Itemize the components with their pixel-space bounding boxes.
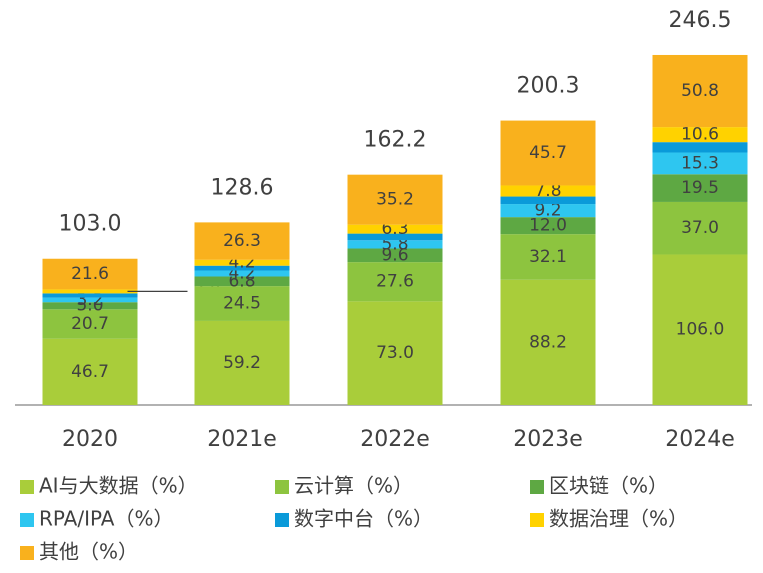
bar-segment xyxy=(42,258,138,290)
value-label: 9.6 xyxy=(381,245,408,265)
value-label: 19.5 xyxy=(681,178,719,198)
legend-swatch xyxy=(20,546,34,560)
x-tick-label: 2020 xyxy=(62,427,118,452)
bar-segment xyxy=(42,309,138,339)
bar-segment xyxy=(347,240,443,249)
total-label: 162.2 xyxy=(364,128,427,153)
legend-label: 其他（%） xyxy=(39,540,138,564)
bar-segment xyxy=(652,201,748,255)
bar-segment xyxy=(652,142,748,153)
legend-swatch xyxy=(20,513,34,527)
bar-segment xyxy=(347,301,443,405)
x-tick-label: 2022e xyxy=(360,427,430,452)
value-label: 20.7 xyxy=(71,314,109,334)
bar-segment xyxy=(194,276,290,287)
value-label: 46.7 xyxy=(71,362,109,382)
legend-swatch xyxy=(530,513,544,527)
legend-swatch xyxy=(275,513,289,527)
total-label: 103.0 xyxy=(59,212,122,237)
legend-label: RPA/IPA（%） xyxy=(39,507,173,531)
bar-segment xyxy=(194,259,290,266)
bar-segment xyxy=(42,338,138,405)
value-label: 24.5 xyxy=(223,294,261,314)
bar-segment xyxy=(652,127,748,143)
value-label: 9.2 xyxy=(534,201,561,221)
bar-segment xyxy=(347,174,443,225)
bar-segment xyxy=(500,204,596,218)
bar-segment xyxy=(194,222,290,260)
x-tick-label: 2024e xyxy=(665,427,735,452)
legend-label: 云计算（%） xyxy=(294,474,413,498)
total-label: 128.6 xyxy=(211,175,274,200)
legend-label: 数据治理（%） xyxy=(549,507,688,531)
bar-segment xyxy=(42,293,138,298)
value-label: 35.2 xyxy=(376,190,414,210)
bar-segment xyxy=(194,265,290,271)
total-label: 200.3 xyxy=(517,74,580,99)
value-label: 59.2 xyxy=(223,353,261,373)
value-label: 27.6 xyxy=(376,272,414,292)
value-label: 7.8 xyxy=(534,181,561,201)
bar-segment xyxy=(500,279,596,405)
bar-segment xyxy=(42,297,138,303)
legend-label: AI与大数据（%） xyxy=(39,474,198,498)
bar-segment xyxy=(500,234,596,280)
legend-swatch xyxy=(20,480,34,494)
value-label: 32.1 xyxy=(529,247,567,267)
total-label: 246.5 xyxy=(669,8,732,33)
bar-segment xyxy=(500,185,596,197)
bar-segment xyxy=(652,54,748,128)
x-tick-label: 2021e xyxy=(207,427,277,452)
value-label: 21.6 xyxy=(71,264,109,284)
legend-label: 区块链（%） xyxy=(549,474,668,498)
value-label: 50.8 xyxy=(681,81,719,101)
bar-segment xyxy=(347,248,443,263)
bar-segment xyxy=(194,286,290,321)
bar-segment xyxy=(347,262,443,302)
bar-segment xyxy=(500,196,596,205)
value-label: 106.0 xyxy=(676,320,725,340)
bar-segment xyxy=(42,302,138,310)
legend-swatch xyxy=(275,480,289,494)
value-label: 88.2 xyxy=(529,332,567,352)
value-label: 15.3 xyxy=(681,153,719,173)
value-label: 12.0 xyxy=(529,216,567,236)
bar-segment xyxy=(500,217,596,235)
legend-label: 数字中台（%） xyxy=(294,507,433,531)
bar-segment xyxy=(347,233,443,241)
bar-segment xyxy=(652,174,748,202)
value-label: 73.0 xyxy=(376,343,414,363)
value-label: 37.0 xyxy=(681,218,719,238)
bar-segment xyxy=(194,270,290,277)
legend-swatch xyxy=(530,480,544,494)
bar-segment xyxy=(194,320,290,405)
value-label: 45.7 xyxy=(529,143,567,163)
value-label: 26.3 xyxy=(223,231,261,251)
bar-segment xyxy=(652,152,748,175)
bar-segment xyxy=(347,224,443,234)
bar-segment xyxy=(42,289,138,294)
bar-segment xyxy=(500,120,596,186)
x-tick-label: 2023e xyxy=(513,427,583,452)
bar-segment xyxy=(652,254,748,405)
value-label: 10.6 xyxy=(681,125,719,145)
